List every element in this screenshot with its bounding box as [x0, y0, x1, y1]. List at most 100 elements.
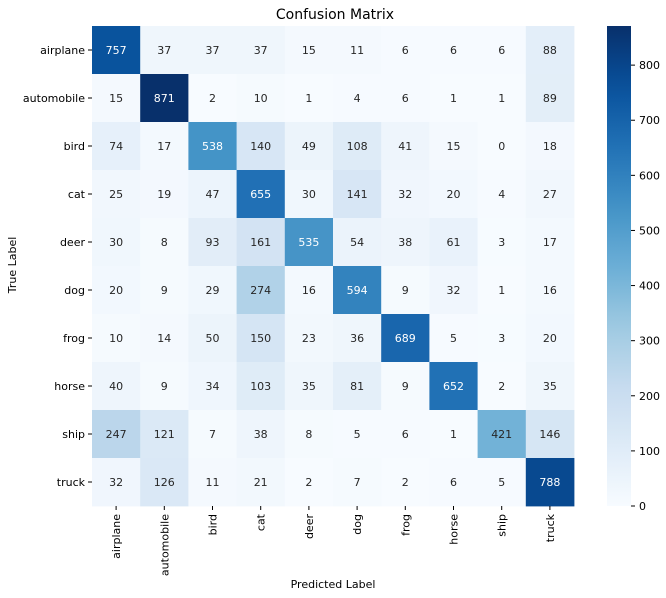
- heatmap-cell: [92, 410, 141, 459]
- cell-value-label: 3: [498, 236, 505, 249]
- cell-value-label: 37: [206, 44, 220, 57]
- cell-value-label: 6: [402, 44, 409, 57]
- y-tick-label: automobile: [23, 92, 85, 105]
- cell-value-label: 652: [443, 380, 464, 393]
- heatmap-cell: [333, 122, 382, 171]
- cell-value-label: 6: [450, 44, 457, 57]
- cell-value-label: 10: [109, 332, 123, 345]
- x-tick-label: frog: [399, 514, 412, 536]
- cell-value-label: 47: [206, 188, 220, 201]
- cell-value-label: 4: [498, 188, 505, 201]
- cell-value-label: 25: [109, 188, 123, 201]
- cell-value-label: 9: [402, 284, 409, 297]
- heatmap-cell: [381, 26, 430, 75]
- heatmap-cell: [140, 266, 189, 315]
- cell-value-label: 18: [543, 140, 557, 153]
- heatmap-cell: [92, 314, 141, 363]
- colorbar-tick-label: 0: [639, 500, 646, 513]
- heatmap-cell: [92, 122, 141, 171]
- cell-value-label: 20: [543, 332, 557, 345]
- heatmap-cell: [188, 122, 237, 171]
- cell-value-label: 20: [447, 188, 461, 201]
- heatmap-cell: [140, 218, 189, 267]
- cell-value-label: 757: [106, 44, 127, 57]
- cell-value-label: 41: [398, 140, 412, 153]
- cell-value-label: 15: [109, 92, 123, 105]
- heatmap-cell: [284, 362, 334, 411]
- heatmap-cell: [525, 26, 575, 75]
- cell-value-label: 535: [298, 236, 319, 249]
- cell-value-label: 2: [209, 92, 216, 105]
- x-tick-label: cat: [255, 513, 268, 531]
- cell-value-label: 7: [354, 476, 361, 489]
- heatmap-cell: [284, 458, 334, 507]
- cell-value-label: 29: [206, 284, 220, 297]
- heatmap-cell: [333, 458, 382, 507]
- cell-value-label: 6: [402, 428, 409, 441]
- heatmap-cell: [429, 362, 478, 411]
- heatmap-cell: [429, 314, 478, 363]
- x-tick-label: automobile: [158, 514, 171, 576]
- heatmap-cell: [525, 314, 575, 363]
- heatmap-cell: [381, 74, 430, 123]
- y-tick-label: horse: [54, 380, 85, 393]
- cell-value-label: 8: [305, 428, 312, 441]
- heatmap-cell: [381, 410, 430, 459]
- heatmap-cell: [284, 74, 334, 123]
- heatmap-cell: [140, 26, 189, 75]
- heatmap-cell: [381, 266, 430, 315]
- heatmap-cell: [333, 266, 382, 315]
- cell-value-label: 247: [106, 428, 127, 441]
- cell-value-label: 40: [109, 380, 123, 393]
- heatmap-cell: [333, 170, 382, 219]
- cell-value-label: 14: [157, 332, 171, 345]
- cell-value-label: 30: [302, 188, 316, 201]
- y-tick-label: dog: [64, 284, 85, 297]
- cell-value-label: 17: [157, 140, 171, 153]
- cell-value-label: 16: [543, 284, 557, 297]
- heatmap-cell: [92, 362, 141, 411]
- heatmap-cell: [236, 170, 286, 219]
- cell-value-label: 93: [206, 236, 220, 249]
- heatmap-cell: [284, 26, 334, 75]
- heatmap-cell: [525, 218, 575, 267]
- y-tick-label: ship: [62, 428, 85, 441]
- cell-value-label: 34: [206, 380, 220, 393]
- heatmap-cell: [188, 410, 237, 459]
- cell-value-label: 54: [350, 236, 364, 249]
- heatmap-cell: [236, 458, 286, 507]
- heatmap-cell: [188, 218, 237, 267]
- cell-value-label: 19: [157, 188, 171, 201]
- heatmap-cell: [236, 362, 286, 411]
- heatmap-cell: [140, 410, 189, 459]
- cell-value-label: 6: [498, 44, 505, 57]
- cell-value-label: 1: [498, 284, 505, 297]
- x-tick-label: dog: [351, 514, 364, 535]
- cell-value-label: 74: [109, 140, 123, 153]
- heatmap-cell: [429, 410, 478, 459]
- heatmap-cell: [188, 458, 237, 507]
- heatmap-cell: [429, 170, 478, 219]
- y-tick-label: frog: [63, 332, 85, 345]
- heatmap-cell: [429, 122, 478, 171]
- cell-value-label: 15: [302, 44, 316, 57]
- heatmap-cell: [92, 266, 141, 315]
- heatmap-cell: [284, 122, 334, 171]
- cell-value-label: 32: [447, 284, 461, 297]
- cell-value-label: 32: [109, 476, 123, 489]
- chart-title: Confusion Matrix: [276, 7, 394, 23]
- cell-value-label: 1: [498, 92, 505, 105]
- cell-value-label: 3: [498, 332, 505, 345]
- cell-value-label: 36: [350, 332, 364, 345]
- heatmap-cell: [333, 26, 382, 75]
- heatmap-cell: [477, 458, 527, 507]
- heatmap-cell: [525, 170, 575, 219]
- cell-value-label: 788: [539, 476, 560, 489]
- heatmap-cell: [188, 74, 237, 123]
- y-tick-label: truck: [57, 476, 86, 489]
- cell-value-label: 61: [447, 236, 461, 249]
- cell-value-label: 30: [109, 236, 123, 249]
- heatmap-cell: [381, 362, 430, 411]
- cell-value-label: 6: [402, 92, 409, 105]
- cell-value-label: 9: [402, 380, 409, 393]
